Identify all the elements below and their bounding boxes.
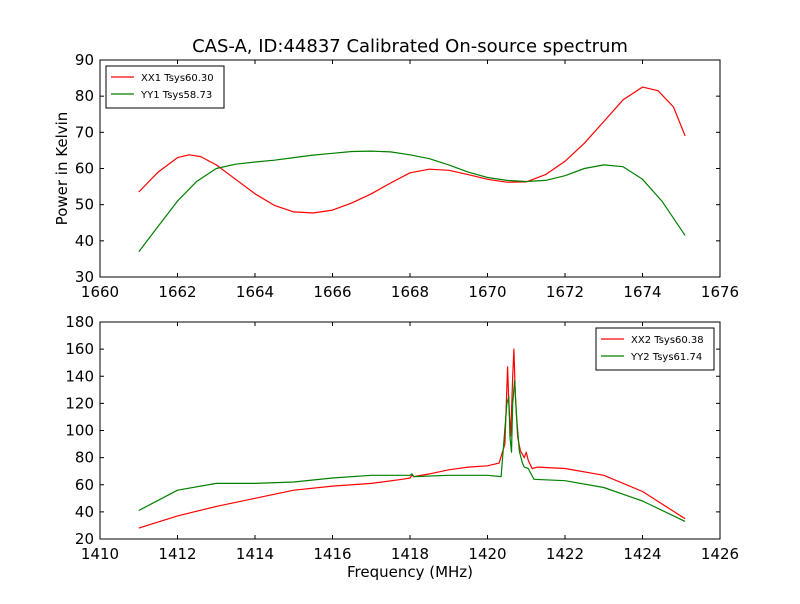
top-x-tick-label: 1672: [546, 283, 584, 301]
top-y-tick-label: 90: [75, 51, 94, 69]
top-legend-label-1: XX1 Tsys60.30: [141, 73, 214, 84]
top-y-tick-label: 30: [75, 268, 94, 286]
top-x-tick-label: 1674: [623, 283, 661, 301]
bottom-y-tick-label: 160: [65, 340, 94, 358]
bottom-y-tick-label: 180: [65, 313, 94, 331]
top-legend-label-2: YY1 Tsys58.73: [140, 90, 212, 101]
top-series-line-1: [138, 86, 686, 214]
bottom-y-tick-label: 100: [65, 422, 94, 440]
bottom-x-tick-label: 1414: [236, 545, 274, 563]
bottom-chart: 1410 1412 1414 1416 1418 1420 1422 1424 1426 20 40…: [65, 313, 739, 581]
bottom-x-tick-label: 1420: [468, 545, 506, 563]
top-x-tick-label: 1660: [81, 283, 119, 301]
bottom-x-tick-label: 1418: [391, 545, 429, 563]
top-x-tick-label: 1670: [468, 283, 506, 301]
bottom-legend: XX2 Tsys60.38 YY2 Tsys61.74: [595, 327, 715, 371]
bottom-y-tick-label: 80: [75, 449, 94, 467]
bottom-x-tick-label: 1426: [701, 545, 739, 563]
bottom-y-tick-label: 40: [75, 503, 94, 521]
top-y-tick-label: 70: [75, 123, 94, 141]
top-y-tick-label: 60: [75, 160, 94, 178]
bottom-y-tick-label: 60: [75, 476, 94, 494]
bottom-x-tick-label: 1424: [623, 545, 661, 563]
top-y-tick-label: 50: [75, 196, 94, 214]
bottom-legend-box: [595, 327, 715, 371]
bottom-x-tick-label: 1410: [81, 545, 119, 563]
bottom-x-axis-label: Frequency (MHz): [347, 563, 473, 581]
bottom-y-tick-label: 120: [65, 394, 94, 412]
top-chart: 1660 1662 1664 1666 1668 1670 1672 1674 1676 30 40…: [53, 51, 739, 301]
bottom-y-tick-label: 20: [75, 530, 94, 548]
top-x-tick-label: 1668: [391, 283, 429, 301]
bottom-series-line-2: [138, 379, 686, 522]
top-y-tick-label: 80: [75, 87, 94, 105]
bottom-y-tick-label: 140: [65, 367, 94, 385]
top-legend: XX1 Tsys60.30 YY1 Tsys58.73: [105, 65, 225, 109]
bottom-series-line-1: [138, 348, 686, 529]
bottom-x-tick-label: 1416: [313, 545, 351, 563]
bottom-legend-label-2: YY2 Tsys61.74: [630, 352, 702, 363]
chart-title: CAS-A, ID:44837 Calibrated On-source spe…: [192, 36, 628, 57]
top-y-tick-label: 40: [75, 232, 94, 250]
bottom-x-tick-label: 1412: [158, 545, 196, 563]
top-legend-box: [105, 65, 225, 109]
bottom-legend-label-1: XX2 Tsys60.38: [631, 335, 704, 346]
top-y-axis-label: Power in Kelvin: [53, 112, 71, 226]
top-x-tick-label: 1664: [236, 283, 274, 301]
top-x-tick-label: 1666: [313, 283, 351, 301]
top-x-tick-label: 1676: [701, 283, 739, 301]
top-x-tick-label: 1662: [158, 283, 196, 301]
bottom-x-tick-label: 1422: [546, 545, 584, 563]
top-series-line-2: [138, 150, 686, 253]
